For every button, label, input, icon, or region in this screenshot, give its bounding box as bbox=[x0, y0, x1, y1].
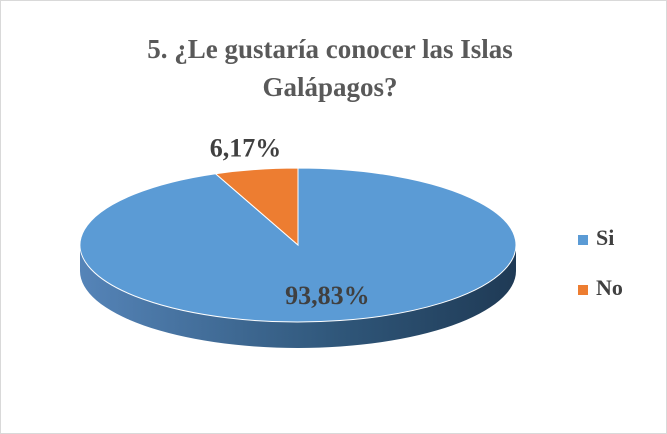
legend-label: No bbox=[596, 275, 623, 300]
data-label: 6,17% bbox=[210, 134, 282, 163]
pie-slice bbox=[79, 167, 517, 323]
pie-slice bbox=[214, 167, 299, 247]
chart-title: 5. ¿Le gustaría conocer las Islas Galápa… bbox=[147, 34, 513, 102]
pie-side bbox=[80, 245, 516, 348]
data-label: 93,83% bbox=[285, 281, 370, 310]
legend-swatch bbox=[578, 285, 588, 295]
legend-swatch bbox=[578, 235, 588, 245]
legend-label: Si bbox=[596, 225, 614, 250]
